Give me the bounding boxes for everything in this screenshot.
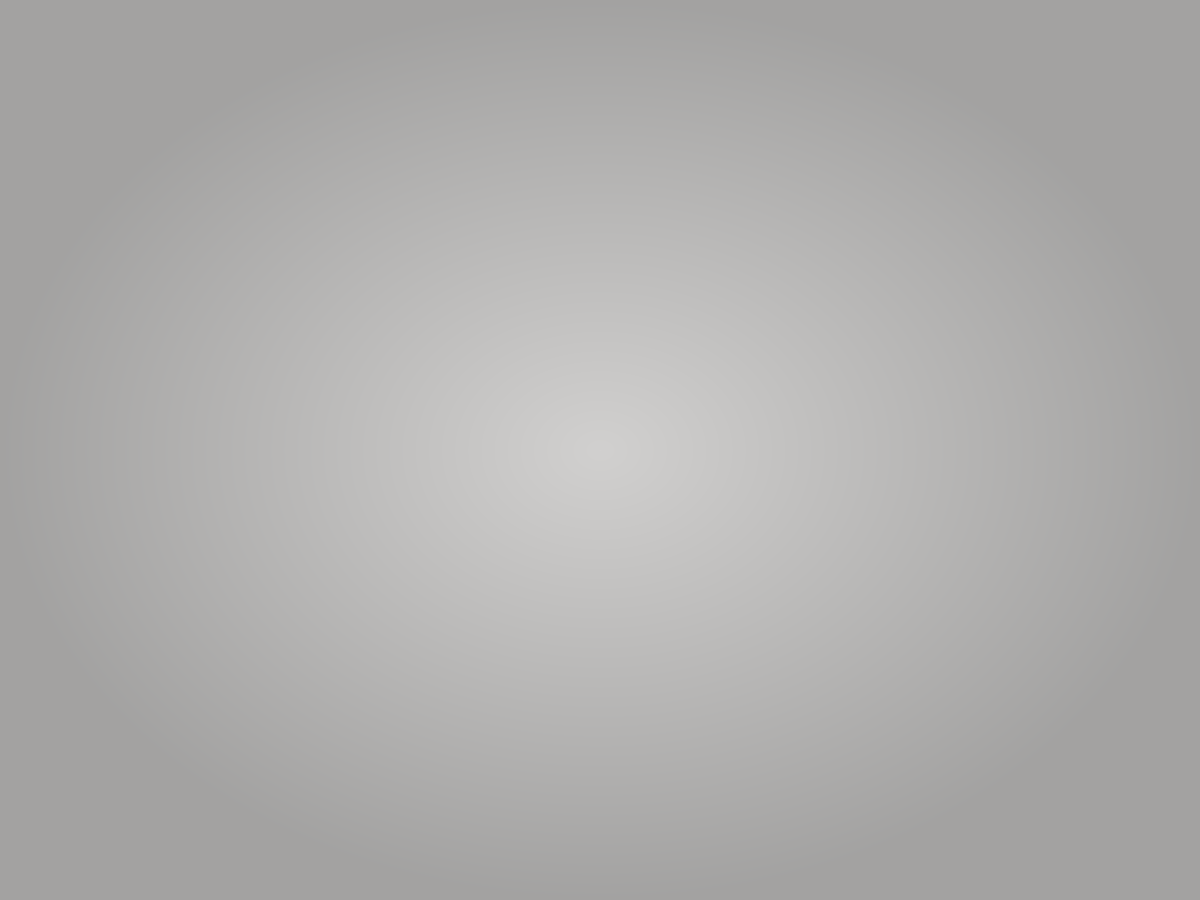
Text: reaction conditions given:: reaction conditions given:: [125, 158, 436, 176]
Text: Draw the stepwise reaction mechanism: Draw the stepwise reaction mechanism: [144, 519, 473, 537]
Text: 18. Complete the following stepwise reaction mechanism problems based on the: 18. Complete the following stepwise reac…: [125, 122, 1003, 140]
Text: Draw the stepwise reaction mechanism: Draw the stepwise reaction mechanism: [125, 618, 497, 637]
Text: KO: KO: [437, 248, 469, 268]
Text: HO: HO: [437, 382, 472, 402]
Text: HO-: HO-: [355, 151, 410, 180]
Text: (E1): (E1): [490, 448, 538, 468]
Text: Br: Br: [332, 208, 359, 228]
